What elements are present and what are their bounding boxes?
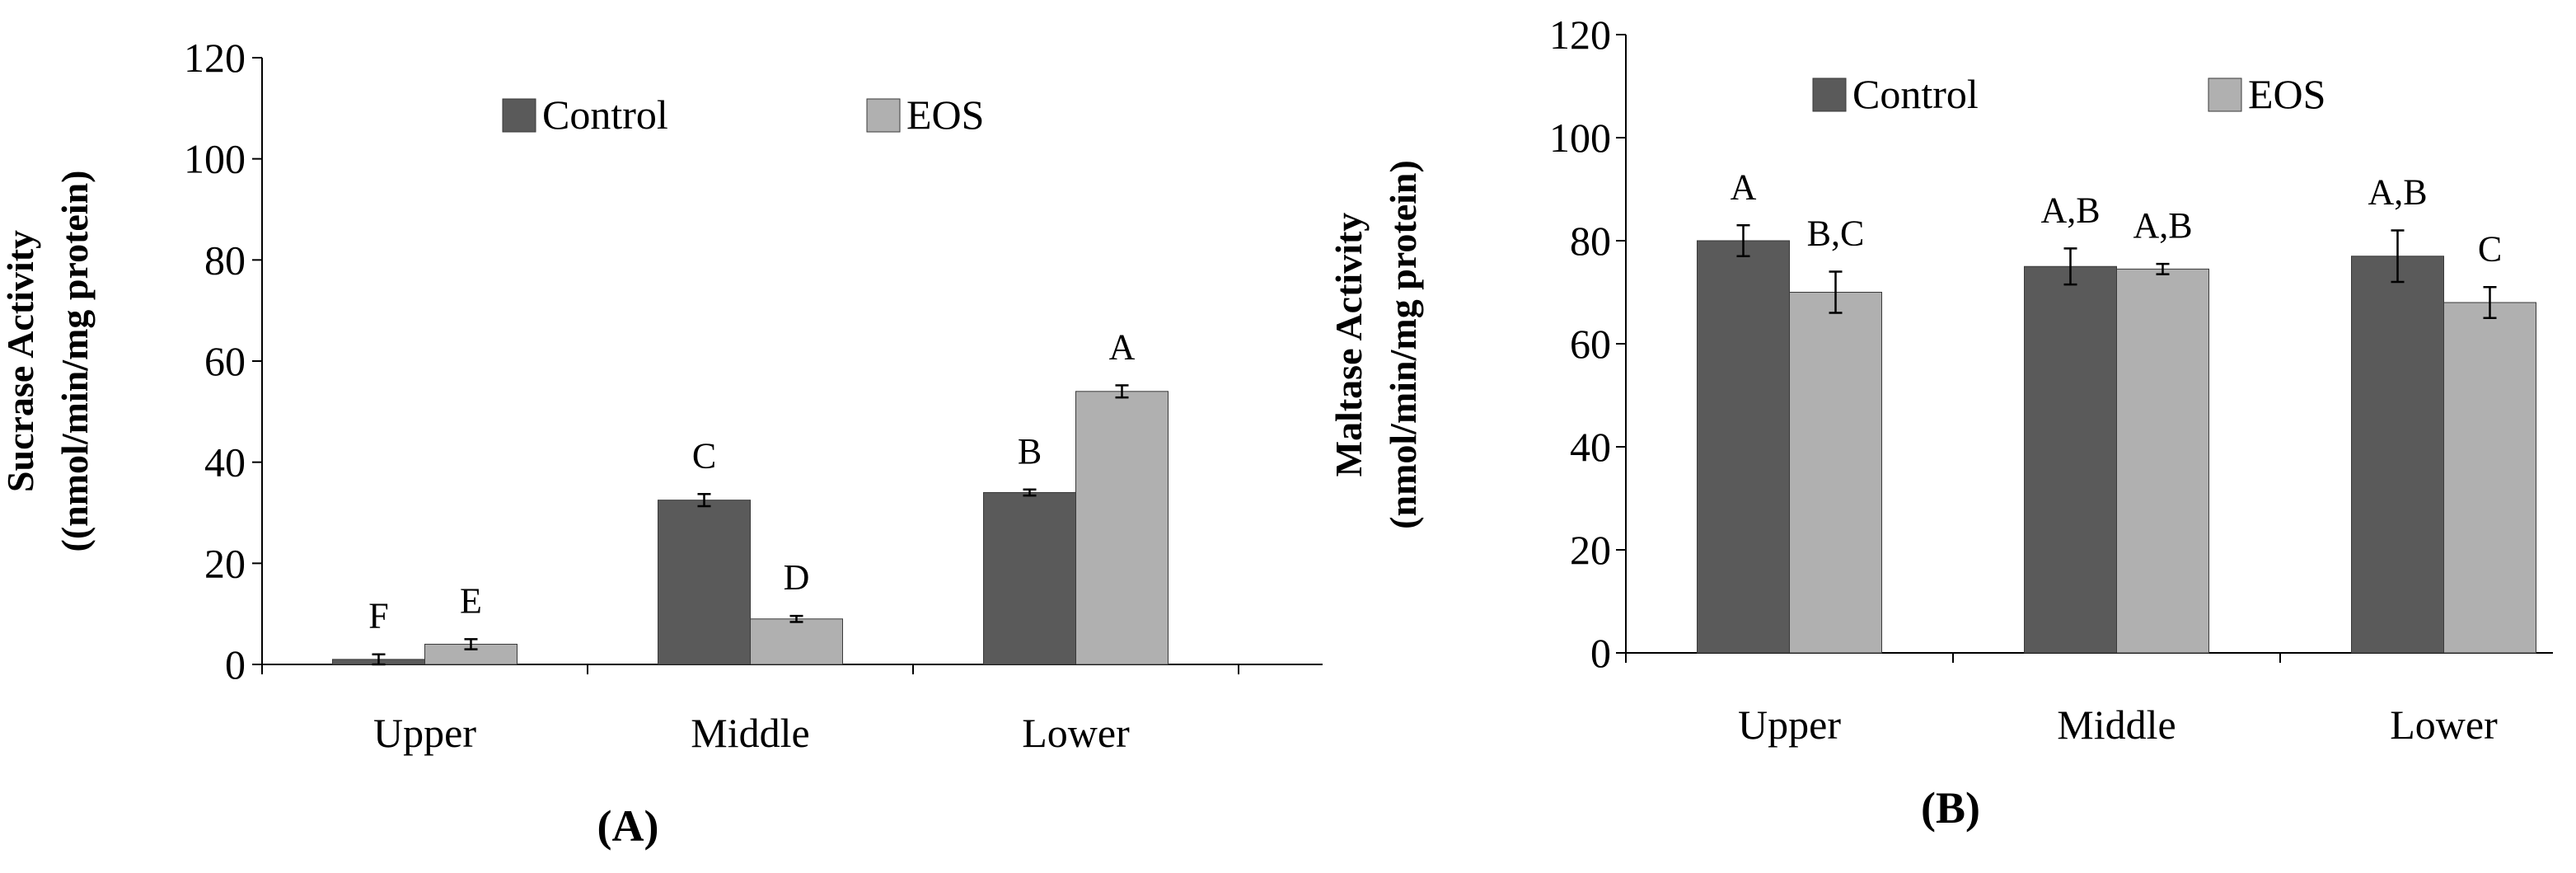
significance-label: B,C xyxy=(1807,214,1865,254)
y-tick-label: 0 xyxy=(1590,630,1611,676)
legend-swatch-eos xyxy=(2208,77,2242,112)
y-tick-label: 60 xyxy=(1570,321,1611,367)
bar-control-lower xyxy=(2351,256,2444,654)
bar-eos-lower xyxy=(1075,391,1169,665)
significance-label: A,B xyxy=(2133,205,2192,246)
y-tick-label: 100 xyxy=(184,136,246,182)
y-tick-label: 60 xyxy=(204,338,246,384)
bar-eos-middle xyxy=(2116,268,2209,654)
x-category-label: Middle xyxy=(2057,702,2176,748)
y-axis-title: Maltase Activity xyxy=(1328,213,1370,477)
y-tick-label: 20 xyxy=(204,540,246,586)
legend-swatch-eos xyxy=(866,98,901,133)
significance-label: A xyxy=(1109,326,1136,367)
y-tick-label: 0 xyxy=(225,641,246,688)
legend-label-control: Control xyxy=(1852,71,1979,117)
x-category-label: Upper xyxy=(373,710,476,756)
significance-label: C xyxy=(692,435,716,476)
y-tick-label: 40 xyxy=(1570,424,1611,470)
panel-label: (B) xyxy=(1921,783,1980,833)
legend-swatch-control xyxy=(1812,77,1847,112)
chart-panel-a: 0 20 40 60 80 100 120 Upper Middle Lower F C B E D A Con… xyxy=(0,35,1323,851)
legend-label-control: Control xyxy=(542,92,668,138)
x-category-label: Lower xyxy=(1022,710,1130,756)
significance-label: F xyxy=(368,596,388,636)
bar-eos-middle xyxy=(750,618,843,665)
bar-control-upper xyxy=(1697,240,1790,654)
significance-label: B xyxy=(1018,431,1042,472)
legend-label-eos: EOS xyxy=(2248,71,2325,117)
significance-label: A,B xyxy=(2368,172,2427,213)
bar-control-middle xyxy=(2024,265,2117,654)
legend-label-eos: EOS xyxy=(906,92,984,138)
significance-label: C xyxy=(2478,228,2502,269)
x-category-label: Middle xyxy=(691,710,809,756)
bar-control-lower xyxy=(983,491,1076,665)
y-tick-label: 80 xyxy=(1570,218,1611,264)
bar-eos-upper xyxy=(1789,292,1882,654)
panel-label: (A) xyxy=(597,801,659,851)
legend-swatch-control xyxy=(502,98,536,133)
y-tick-label: 80 xyxy=(204,237,246,283)
y-tick-label: 120 xyxy=(184,35,246,81)
bar-control-middle xyxy=(658,500,751,665)
significance-label: E xyxy=(460,580,482,621)
y-axis-units: ((nmol/min/mg protein) xyxy=(54,171,96,552)
x-category-label: Upper xyxy=(1738,702,1841,748)
significance-label: A,B xyxy=(2040,190,2100,230)
y-tick-label: 20 xyxy=(1570,527,1611,573)
chart-panel-b: 0 20 40 60 80 100 120 Upper Middle Lower A A,B A,B B,… xyxy=(1328,12,2553,833)
y-axis-title: Sucrase Activity xyxy=(0,230,41,492)
y-tick-label: 40 xyxy=(204,439,246,486)
bar-eos-lower xyxy=(2443,302,2536,654)
y-tick-label: 100 xyxy=(1549,115,1611,161)
x-category-label: Lower xyxy=(2390,702,2498,748)
y-tick-label: 120 xyxy=(1549,12,1611,58)
y-axis-units: (nmol/min/mg protein) xyxy=(1382,160,1424,529)
significance-label: D xyxy=(784,557,810,598)
significance-label: A xyxy=(1731,167,1757,207)
